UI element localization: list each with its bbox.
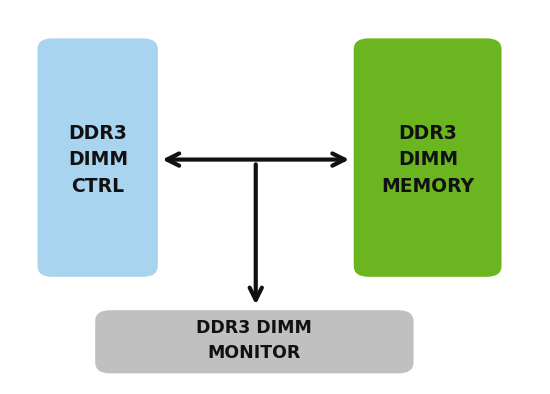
Text: DDR3
DIMM
CTRL: DDR3 DIMM CTRL [68, 124, 128, 195]
Text: DDR3
DIMM
MEMORY: DDR3 DIMM MEMORY [381, 124, 475, 195]
Text: DDR3 DIMM
MONITOR: DDR3 DIMM MONITOR [196, 319, 312, 362]
FancyBboxPatch shape [355, 39, 500, 276]
FancyBboxPatch shape [39, 39, 157, 276]
FancyBboxPatch shape [96, 311, 412, 372]
